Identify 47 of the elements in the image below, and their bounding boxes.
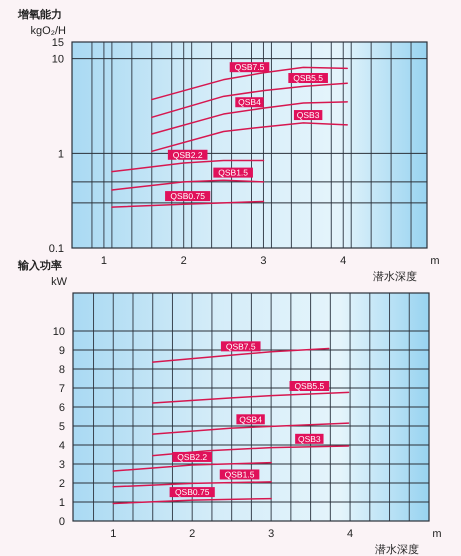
- series-label: QSB0.75: [170, 191, 206, 202]
- series-label: QSB5.5: [293, 73, 324, 84]
- chart-title: 输入功率: [17, 259, 62, 272]
- x-tick-label: 2: [180, 255, 187, 267]
- x-axis-title: 潜水深度: [373, 270, 417, 283]
- y-tick-label: 15: [52, 37, 64, 49]
- x-tick-label: 1: [100, 255, 107, 267]
- y-axis-title: kW: [51, 276, 68, 288]
- x-axis-title: 潜水深度: [375, 543, 419, 556]
- y-tick-label: 5: [58, 421, 65, 433]
- series-label: QSB2.2: [177, 452, 208, 462]
- chart-title: 增氧能力: [17, 8, 62, 21]
- series-label: QSB4: [239, 414, 262, 424]
- y-tick-label: 0: [58, 516, 65, 528]
- series-label: QSB4: [238, 97, 262, 108]
- x-tick-label: 4: [340, 255, 346, 267]
- x-tick-label: 3: [268, 528, 274, 540]
- y-tick-label: 2: [58, 478, 65, 490]
- y-tick-label: 1: [58, 497, 65, 509]
- y-tick-label: 6: [58, 402, 65, 414]
- x-tick-label: 2: [189, 528, 196, 540]
- y-tick-label: 8: [58, 364, 65, 376]
- x-tick-label: 1: [110, 528, 116, 540]
- y-tick-label: 0.1: [48, 243, 64, 255]
- x-tick-label: 4: [347, 528, 354, 540]
- line-series: [151, 101, 348, 135]
- series-label: QSB1.5: [224, 469, 255, 480]
- series-label: QSB7.5: [226, 341, 256, 352]
- series-label: QSB3: [296, 110, 320, 120]
- series-label: QSB2.2: [172, 150, 203, 160]
- y-tick-label: 10: [52, 54, 64, 66]
- y-tick-label: 4: [58, 440, 65, 452]
- y-tick-label: 7: [58, 383, 65, 395]
- y-tick-label: 1: [58, 148, 64, 160]
- y-tick-label: 10: [52, 326, 65, 338]
- y-tick-label: 9: [58, 345, 65, 357]
- text: m: [432, 528, 442, 540]
- y-tick-label: 3: [58, 459, 65, 471]
- series-label: QSB5.5: [294, 381, 324, 392]
- series-label: QSB3: [298, 434, 321, 444]
- series-label: QSB1.5: [218, 168, 248, 178]
- x-tick-label: 3: [260, 255, 267, 267]
- series-label: QSB0.75: [174, 487, 210, 498]
- text: m: [430, 255, 440, 267]
- line-series: [151, 122, 348, 152]
- series-label: QSB7.5: [234, 62, 265, 72]
- y-axis-title: kgO₂/H: [30, 25, 66, 37]
